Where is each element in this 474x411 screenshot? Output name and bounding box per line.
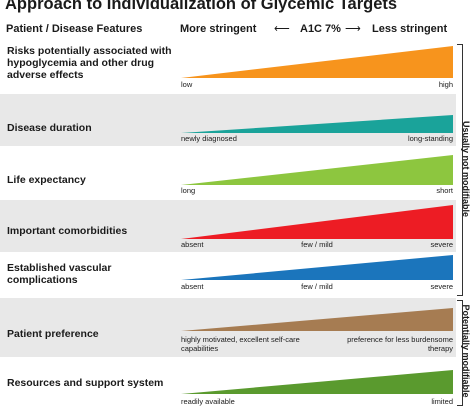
gradient-wedge [181, 115, 453, 133]
feature-row-resources-support: Resources and support system readily ava… [0, 359, 456, 409]
scale-low: long [181, 186, 196, 195]
gradient-wedge [181, 205, 453, 239]
scale-high: long-standing [407, 134, 453, 143]
feature-label: Risks potentially associated with hypogl… [7, 45, 172, 81]
scale-high: short [436, 186, 453, 195]
scale-low: absent [181, 240, 204, 249]
scale-high: high [438, 80, 453, 89]
feature-label: Disease duration [7, 122, 92, 134]
scale-high: limited [431, 397, 453, 406]
feature-row-patient-preference: Patient preference highly motivated, exc… [0, 298, 456, 357]
figure-title: Approach to Individualization of Glycemi… [5, 0, 398, 13]
modifiable-bracket [457, 300, 463, 406]
scale-mid: few / mild [301, 240, 333, 249]
scale-low: low [181, 80, 193, 89]
scale-low: absent [181, 282, 204, 291]
scale-mid: few / mild [301, 282, 333, 291]
scale-low: newly diagnosed [181, 134, 237, 143]
gradient-wedge [181, 308, 453, 331]
feature-label: Resources and support system [7, 377, 164, 389]
feature-row-life-expectancy: Life expectancy long short [0, 147, 456, 199]
gradient-wedge [181, 370, 453, 394]
gradient-wedge [181, 46, 453, 78]
more-stringent-label: More stringent [180, 23, 257, 35]
left-arrow-icon: ⟵ [274, 23, 290, 35]
feature-label: Patient preference [7, 328, 99, 340]
feature-row-disease-duration: Disease duration newly diagnosed long-st… [0, 94, 456, 146]
gradient-wedge [181, 255, 453, 280]
feature-row-comorbidities: Important comorbidities absent few / mil… [0, 200, 456, 252]
less-stringent-label: Less stringent [372, 23, 448, 35]
a1c-target-label: A1C 7% [300, 23, 341, 35]
not-modifiable-bracket [457, 44, 463, 296]
gradient-wedge [181, 155, 453, 185]
feature-label: Important comorbidities [7, 225, 128, 237]
right-arrow-icon: ⟶ [345, 23, 361, 35]
scale-high: severe [430, 240, 453, 249]
feature-label: Life expectancy [7, 174, 86, 186]
scale-low: readily available [181, 397, 235, 406]
features-column-header: Patient / Disease Features [6, 23, 143, 35]
not-modifiable-label: Usually not modifiable [461, 120, 471, 217]
scale-low: highly motivated, excellent self-care ca… [181, 335, 300, 353]
feature-row-vascular-complications: Established vascular complications absen… [0, 253, 456, 296]
feature-label: Established vascular complications [7, 262, 112, 286]
feature-row-hypoglycemia-risk: Risks potentially associated with hypogl… [0, 40, 456, 93]
modifiable-label: Potentially modifiable [461, 304, 471, 398]
scale-high: preference for less burdensome therapy [347, 335, 453, 353]
scale-high: severe [430, 282, 453, 291]
